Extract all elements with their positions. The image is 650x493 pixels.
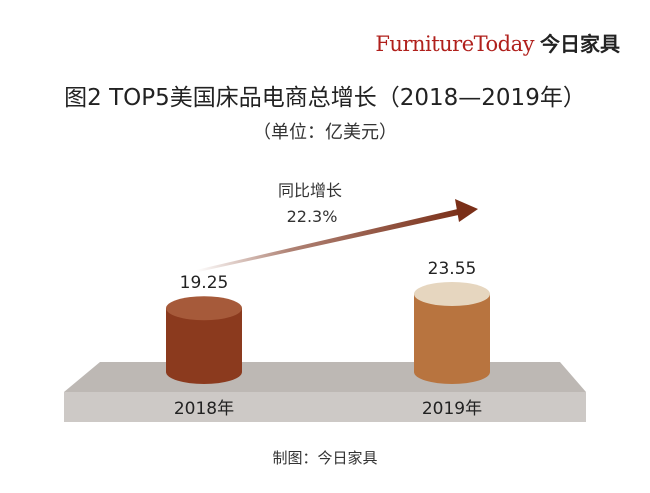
bar-2018年 <box>166 296 242 384</box>
bar-value-label: 23.55 <box>428 259 477 279</box>
bar-value-label: 19.25 <box>180 273 229 293</box>
platform-top <box>64 362 586 392</box>
category-label: 2019年 <box>422 399 482 419</box>
brand-name: 今日家具 <box>540 32 620 56</box>
growth-label: 同比增长 <box>278 181 342 200</box>
platform-front <box>64 392 586 422</box>
brand-logo: FurnitureToday <box>375 32 534 56</box>
brand: FurnitureToday 今日家具 <box>375 28 620 57</box>
chart-title: 图2 TOP5美国床品电商总增长（2018—2019年） <box>64 85 586 111</box>
bar-2019年 <box>414 282 490 384</box>
chart-subtitle: （单位：亿美元） <box>253 122 397 143</box>
bar-top <box>166 296 242 321</box>
bar-top <box>414 282 490 306</box>
growth-value: 22.3% <box>287 207 338 226</box>
chart-credit: 制图：今日家具 <box>272 449 378 467</box>
growth-arrow <box>196 199 478 272</box>
category-label: 2018年 <box>174 399 234 419</box>
